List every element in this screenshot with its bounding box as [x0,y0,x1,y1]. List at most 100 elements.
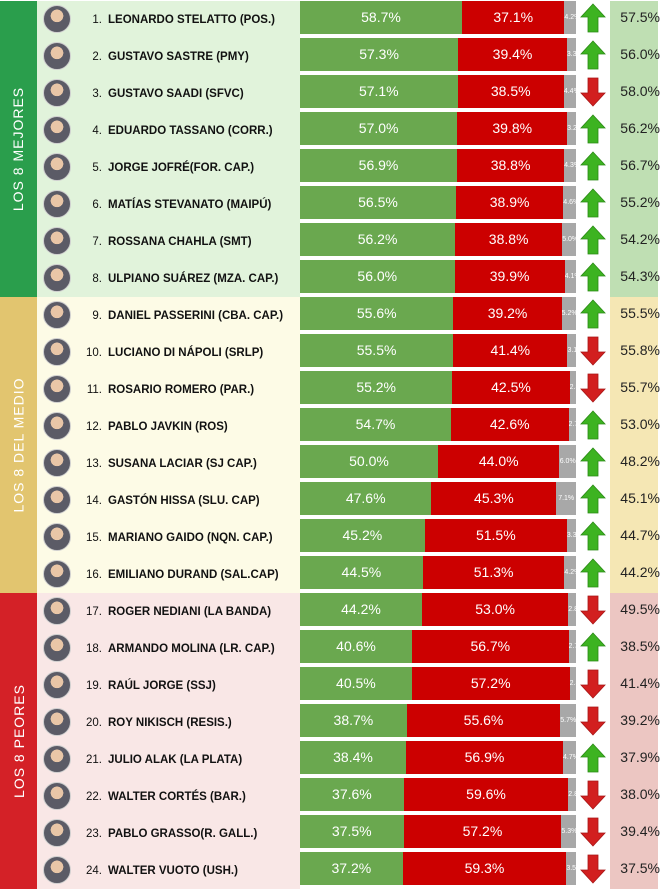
negative-bar [405,741,563,774]
ns-bar [569,371,576,404]
row-label: 14. GASTÓN HISSA (SLU. CAP) [80,494,298,508]
official-name: GUSTAVO SASTRE (PMY) [108,51,249,63]
rank-number: 6. [92,199,102,211]
negative-value-label: 42.5% [491,379,531,395]
positive-bar [300,741,406,774]
avatar [43,782,71,810]
negative-bar [462,1,565,34]
previous-value-label: 54.2% [620,231,660,247]
positive-bar [300,482,432,515]
rank-number: 1. [92,14,102,26]
negative-bar [438,445,560,478]
ns-bar [564,260,576,293]
avatar [43,486,71,514]
ns-bar [562,223,576,256]
arrow-up-icon [580,299,606,329]
negative-value-label: 55.6% [463,712,504,728]
official-name: EMILIANO DURAND (SAL.CAP) [108,569,279,581]
previous-value-label: 38.5% [620,638,660,654]
ns-bar [566,38,576,71]
group-label: LOS 8 MEJORES [0,1,37,297]
rank-number: 8. [92,273,102,285]
positive-value-label: 44.5% [341,564,382,580]
arrow-up-icon [580,40,606,70]
row-separator [300,441,576,445]
row-separator [300,589,576,593]
ns-bar [566,519,576,552]
row-separator [300,404,576,408]
rank-number: 11. [86,384,102,396]
negative-value-label: 56.7% [470,638,511,654]
row-separator [300,478,576,482]
previous-value-label: 56.0% [620,46,660,62]
negative-bar [402,852,567,885]
avatar [43,227,71,255]
official-name: ULPIANO SUÁREZ (MZA. CAP.) [108,273,279,285]
negative-value-label: 51.3% [473,564,514,580]
avatar [43,264,71,292]
official-name: WALTER CORTÉS (BAR.) [108,791,246,803]
positive-value-label: 38.7% [333,712,374,728]
ns-bar [564,556,576,589]
positive-bar [300,630,413,663]
official-name: GUSTAVO SAADI (SFVC) [108,88,244,100]
group-band [0,297,37,593]
ns-value-label: 3.3% [566,532,576,539]
previous-value-label: 57.5% [620,9,660,25]
negative-value-label: 38.9% [489,194,530,210]
avatar [43,634,71,662]
arrow-up-icon [580,114,606,144]
official-name: LUCIANO DI NÁPOLI (SRLP) [108,347,264,359]
arrow-down-icon [580,780,606,810]
arrow-up-icon [580,225,606,255]
positive-value-label: 56.0% [357,268,398,284]
row-separator [300,811,576,815]
negative-bar [453,334,568,367]
rank-number: 2. [92,51,102,63]
ns-value-label: 4.3% [564,162,576,169]
previous-value-label: 55.7% [620,379,660,395]
negative-value-label: 59.6% [466,786,506,802]
ns-bar [556,482,576,515]
previous-value-label: 54.3% [620,268,660,284]
positive-bar [300,408,451,441]
official-name: MARIANO GAIDO (NQN. CAP.) [108,532,273,544]
arrow-up-icon [580,484,606,514]
positive-value-label: 50.0% [349,453,389,469]
avatar [43,412,71,440]
ns-value-label: 2.8% [568,606,576,613]
row-separator [300,626,576,630]
positive-value-label: 40.6% [336,638,376,654]
row-label: 22. WALTER CORTÉS (BAR.) [80,790,298,804]
positive-value-label: 44.2% [341,601,381,617]
official-name: GASTÓN HISSA (SLU. CAP) [108,495,260,507]
arrow-down-icon [580,336,606,366]
ns-value-label: 3.3% [566,51,576,58]
negative-value-label: 38.8% [490,157,531,173]
negative-bar [406,704,561,737]
rank-number: 5. [92,162,102,174]
official-name: PABLO GRASSO(R. GALL.) [108,828,258,840]
avatar [43,856,71,884]
negative-bar [424,519,567,552]
ns-bar [561,297,576,330]
rank-number: 12. [86,421,102,433]
positive-value-label: 45.2% [342,527,383,543]
negative-bar [455,223,563,256]
official-name: DANIEL PASSERINI (CBA. CAP.) [108,310,284,322]
rank-number: 23. [86,828,102,840]
official-name: ROY NIKISCH (RESIS.) [108,717,232,729]
ns-bar [568,408,576,441]
arrow-down-icon [580,817,606,847]
rank-number: 15. [86,532,102,544]
ns-value-label: 2.3% [569,384,576,391]
avatar [43,597,71,625]
previous-value-label: 48.2% [620,453,660,469]
group-label-text: LOS 8 PEORES [10,684,27,798]
arrow-down-icon [580,595,606,625]
ns-bar [561,815,576,848]
row-label: 4. EDUARDO TASSANO (CORR.) [80,124,298,138]
ns-value-label: 5.0% [562,236,576,243]
negative-bar [453,297,562,330]
official-name: ARMANDO MOLINA (LR. CAP.) [108,643,275,655]
